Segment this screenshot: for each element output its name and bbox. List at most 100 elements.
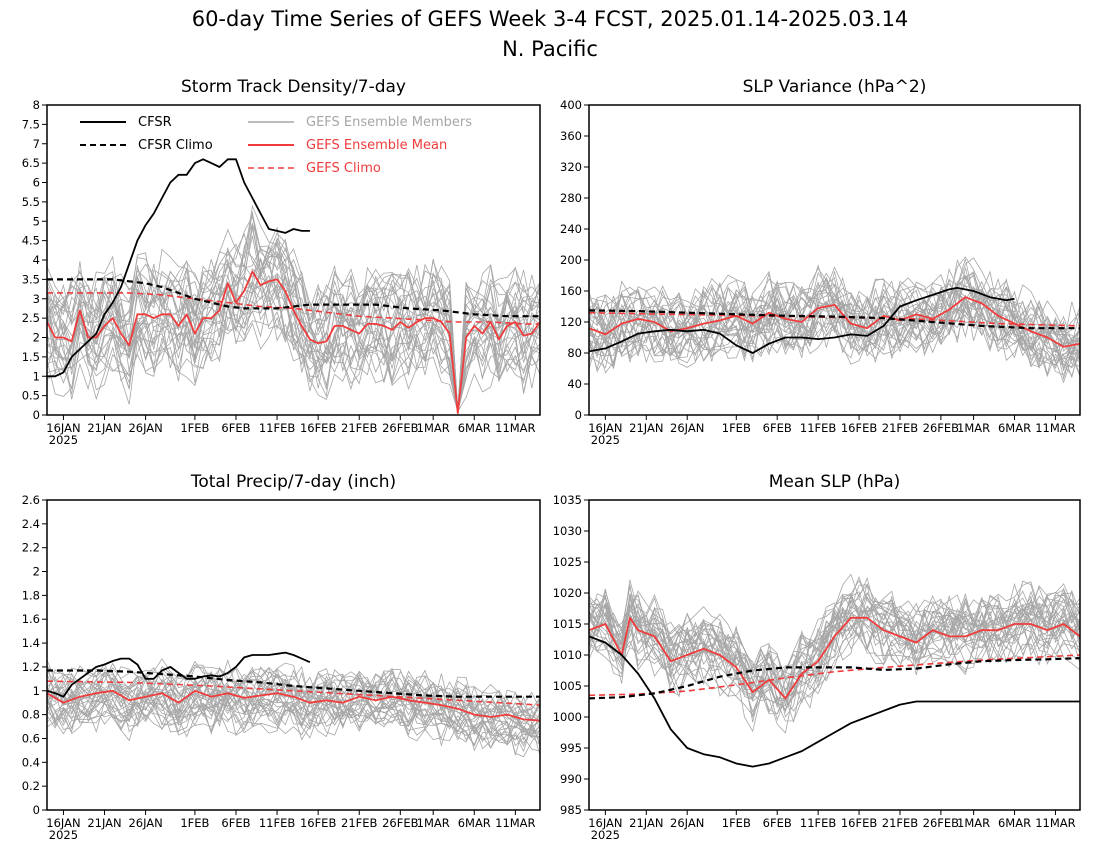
chart-panel-1: Storm Track Density/7-day 0 0.5 1 1.5 2 2.5 3 3.… (22, 77, 541, 447)
y-tick-label: 2.6 (22, 493, 40, 507)
y-tick-label: 400 (560, 98, 582, 112)
x-tick-label: 16JAN (588, 816, 622, 830)
y-tick-label: 0.8 (22, 708, 40, 722)
y-tick-label: 2.4 (22, 517, 40, 531)
x-tick-label: 1MAR (957, 816, 990, 830)
y-tick-label: 7.5 (22, 117, 40, 131)
chart-panel-3: Total Precip/7-day (inch)00.20.40.60.811… (22, 472, 541, 842)
y-tick-label: 3.5 (22, 272, 40, 286)
x-tick-label: 26FEB (382, 816, 419, 830)
y-tick-label: 120 (560, 315, 582, 329)
y-tick-label: 985 (560, 803, 582, 817)
ensemble-member-line (589, 592, 1080, 714)
ensemble-member-line (589, 604, 1080, 710)
ensemble-member-line (47, 691, 540, 753)
y-tick-label: 0 (575, 408, 582, 422)
x-tick-label: 21FEB (341, 421, 378, 435)
x-year-label: 2025 (591, 828, 620, 842)
legend-ens-members-label: GEFS Ensemble Members (306, 115, 472, 130)
y-tick-label: 1.5 (22, 350, 40, 364)
plot-frame (588, 104, 1081, 416)
y-tick-label: 80 (567, 346, 582, 360)
panel-title: Mean SLP (hPa) (769, 472, 901, 492)
x-tick-label: 1FEB (180, 816, 209, 830)
ensemble-member-line (47, 673, 540, 732)
cfsr-line (589, 287, 1015, 354)
ensemble-mean-line (589, 616, 1080, 700)
ensemble-mean-line (47, 270, 540, 414)
panel-title: Total Precip/7-day (inch) (190, 472, 396, 492)
x-tick-label: 11FEB (800, 421, 837, 435)
ensemble-member-line (47, 683, 540, 741)
y-tick-label: 160 (560, 284, 582, 298)
y-tick-label: 200 (560, 253, 582, 267)
ensemble-member-line (47, 658, 540, 713)
y-tick-label: 990 (560, 772, 582, 786)
legend: CFSR CFSR Climo GEFS Ensemble Members GEFS … (80, 115, 472, 176)
x-tick-label: 6MAR (458, 421, 491, 435)
y-tick-label: 2.2 (22, 541, 40, 555)
ensemble-member-line (589, 271, 1080, 348)
x-tick-label: 6FEB (763, 421, 792, 435)
y-tick-label: 2 (33, 331, 40, 345)
y-tick-label: 1.6 (22, 612, 40, 626)
ensemble-member-line (589, 595, 1080, 702)
cfsr-line (589, 635, 1080, 768)
x-tick-label: 26FEB (382, 421, 419, 435)
x-tick-label: 16FEB (841, 421, 878, 435)
x-tick-label: 21JAN (87, 421, 121, 435)
x-year-label: 2025 (49, 828, 78, 842)
ensemble-member-line (589, 581, 1080, 686)
x-tick-label: 21JAN (629, 816, 663, 830)
ensemble-member-line (589, 596, 1080, 708)
x-tick-label: 26FEB (923, 421, 960, 435)
x-tick-label: 21FEB (882, 421, 919, 435)
ensemble-member-line (589, 579, 1080, 676)
gefs-climo-line (47, 680, 540, 706)
y-tick-label: 1000 (553, 710, 582, 724)
x-tick-label: 1FEB (722, 421, 751, 435)
x-tick-label: 21JAN (629, 421, 663, 435)
x-tick-label: 6FEB (221, 421, 250, 435)
y-tick-label: 995 (560, 741, 582, 755)
chart-panel-4: Mean SLP (hPa) 985 990 995 1000 1005 1010 1015 1… (553, 472, 1081, 842)
ensemble-mean-line (47, 689, 540, 722)
y-tick-label: 1005 (553, 679, 582, 693)
x-tick-label: 21FEB (341, 816, 378, 830)
ensemble-member-line (47, 680, 540, 738)
cfsr-climo-line (47, 669, 540, 698)
x-tick-label: 16FEB (300, 421, 337, 435)
y-tick-label: 1 (33, 369, 40, 383)
x-tick-label: 6MAR (998, 816, 1031, 830)
y-tick-label: 40 (567, 377, 582, 391)
x-tick-label: 16JAN (588, 421, 622, 435)
y-tick-label: 1020 (553, 586, 582, 600)
ensemble-member-line (589, 298, 1080, 377)
x-tick-label: 11FEB (800, 816, 837, 830)
y-tick-label: 0.4 (22, 755, 40, 769)
ensemble-member-line (589, 294, 1080, 381)
ensemble-mean-line (589, 296, 1080, 348)
y-tick-label: 7 (33, 137, 40, 151)
panel-title: SLP Variance (hPa^2) (743, 77, 927, 97)
x-tick-label: 1MAR (957, 421, 990, 435)
ensemble-member-line (589, 575, 1080, 693)
x-tick-label: 26JAN (670, 816, 704, 830)
x-year-label: 2025 (591, 433, 620, 447)
y-tick-label: 1030 (553, 524, 582, 538)
x-tick-label: 26JAN (128, 421, 162, 435)
ensemble-member-line (589, 579, 1080, 682)
ensemble-member-line (589, 287, 1080, 358)
ensemble-member-line (589, 591, 1080, 703)
ensemble-member-line (589, 573, 1080, 685)
y-tick-label: 280 (560, 191, 582, 205)
ensemble-member-line (47, 698, 540, 756)
ensemble-member-line (589, 266, 1080, 344)
ensemble-member-line (589, 609, 1080, 712)
x-tick-label: 6MAR (998, 421, 1031, 435)
x-year-label: 2025 (49, 433, 78, 447)
x-tick-label: 16JAN (46, 816, 80, 830)
ensemble-member-line (589, 288, 1080, 367)
cfsr-climo-line (589, 657, 1080, 700)
ensemble-member-line (589, 621, 1080, 714)
